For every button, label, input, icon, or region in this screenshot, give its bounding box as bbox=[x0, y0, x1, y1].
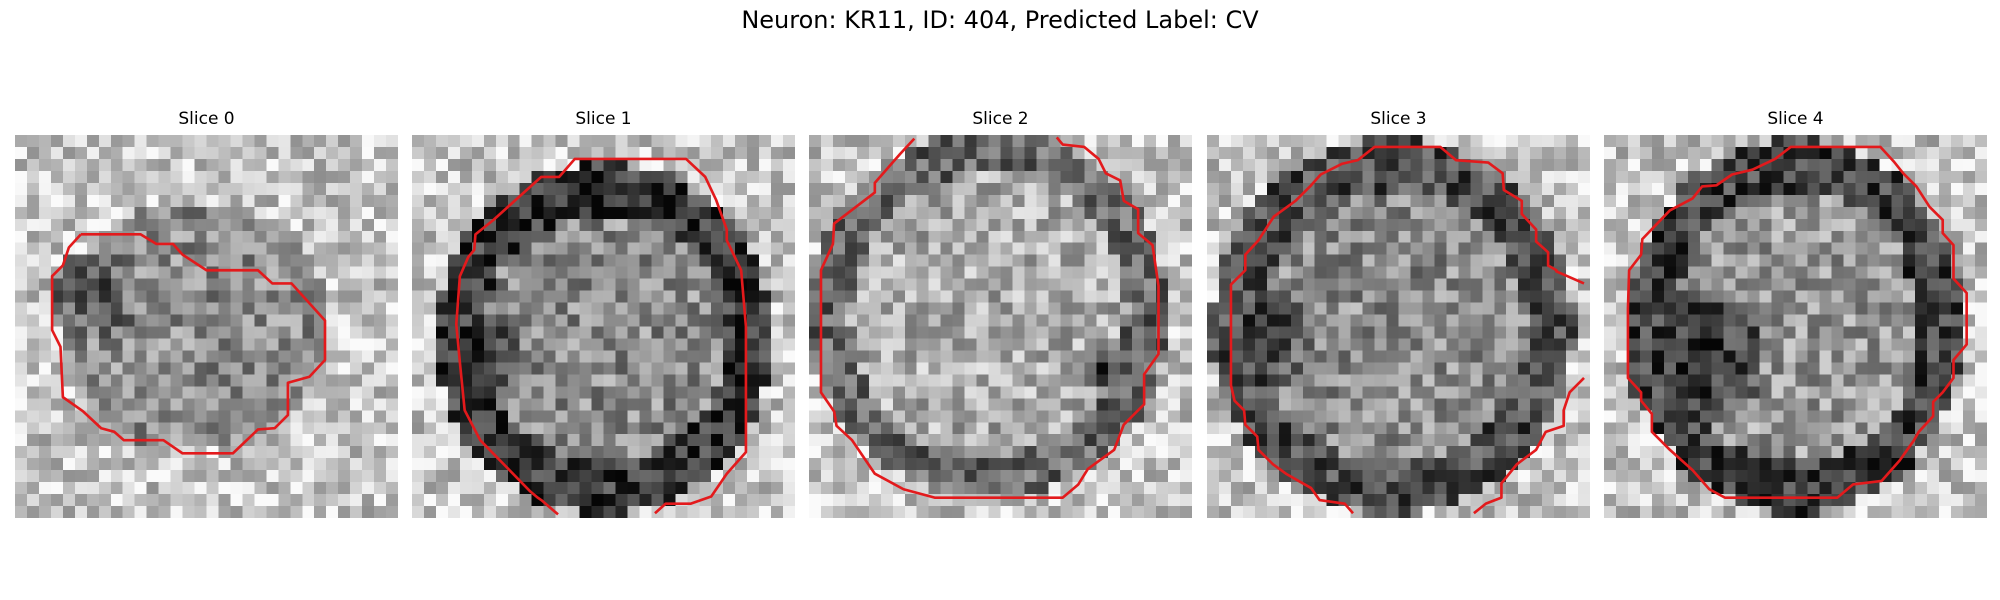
slice-panel-1: Slice 1 bbox=[412, 107, 795, 518]
contour-outline bbox=[50, 233, 327, 455]
slice-image bbox=[412, 135, 795, 518]
microscopy-pixels bbox=[1207, 135, 1590, 518]
slice-image bbox=[1207, 135, 1590, 518]
slice-panel-0: Slice 0 bbox=[15, 107, 398, 518]
figure-title: Neuron: KR11, ID: 404, Predicted Label: … bbox=[741, 6, 1259, 34]
slice-image bbox=[1604, 135, 1987, 518]
contour-outline bbox=[1229, 145, 1585, 515]
slice-title: Slice 0 bbox=[178, 109, 235, 129]
slice-panel-3: Slice 3 bbox=[1207, 107, 1590, 518]
slice-image bbox=[15, 135, 398, 518]
contour-outline bbox=[819, 136, 1160, 499]
microscopy-pixels bbox=[15, 135, 398, 518]
microscopy-pixels bbox=[1604, 135, 1987, 518]
contour-outline bbox=[454, 157, 748, 516]
slice-panel-4: Slice 4 bbox=[1604, 107, 1987, 518]
microscopy-pixels bbox=[809, 135, 1192, 518]
slice-title: Slice 4 bbox=[1767, 109, 1824, 129]
contour-outline bbox=[1473, 377, 1585, 515]
slice-title: Slice 1 bbox=[575, 109, 632, 129]
slice-panel-2: Slice 2 bbox=[809, 107, 1192, 518]
slice-image bbox=[809, 135, 1192, 518]
slice-title: Slice 2 bbox=[972, 109, 1029, 129]
slice-title: Slice 3 bbox=[1370, 109, 1427, 129]
contour-outline bbox=[1626, 145, 1968, 499]
